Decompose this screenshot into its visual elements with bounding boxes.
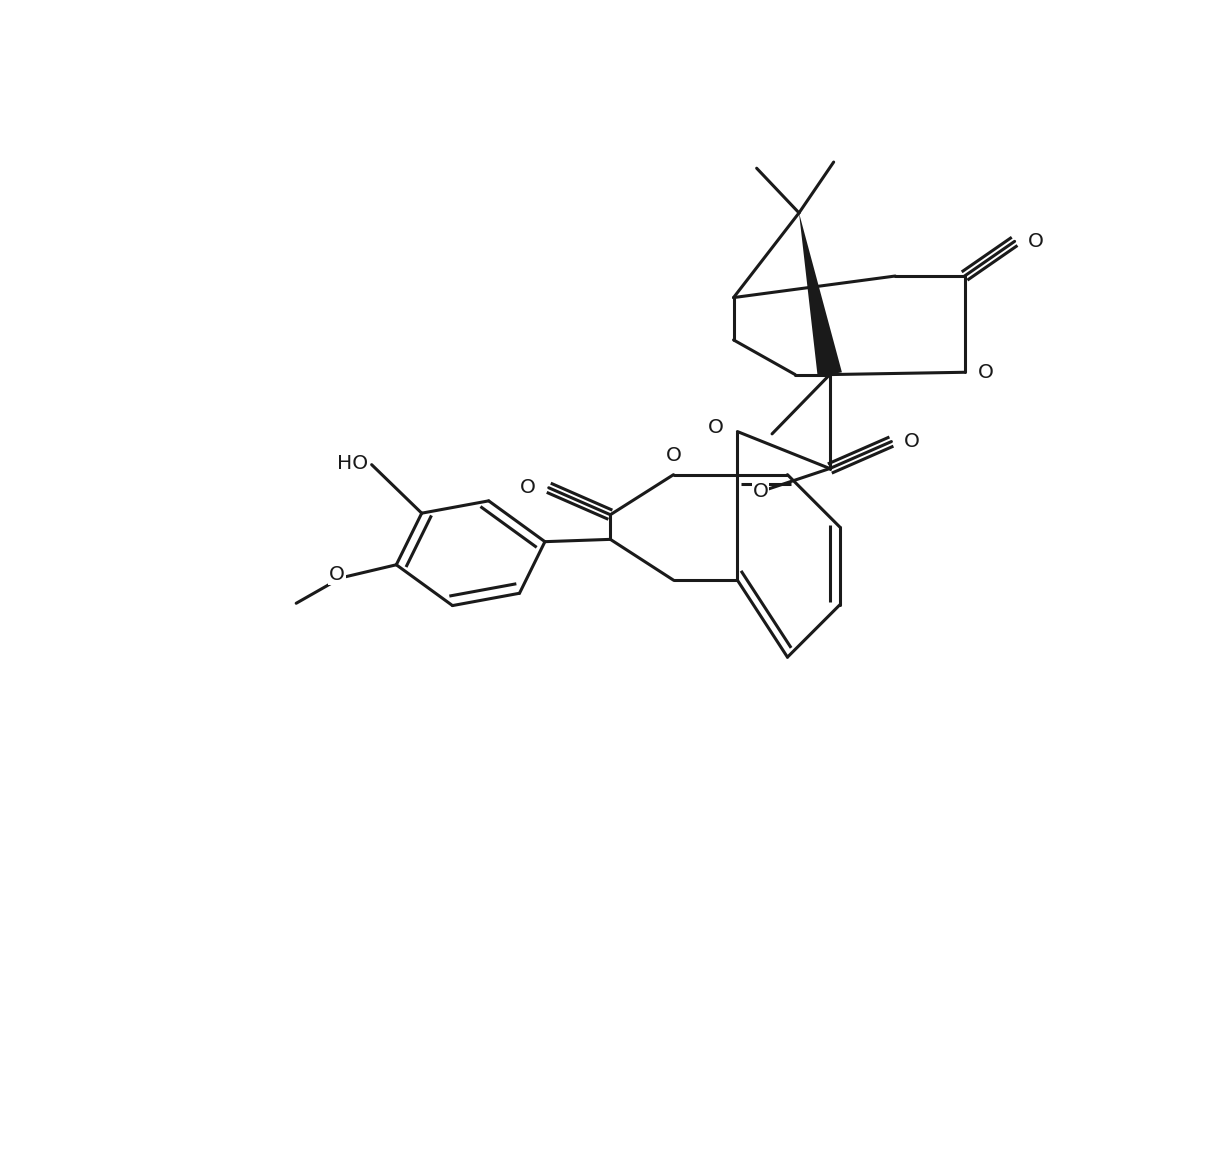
Text: O: O — [1027, 232, 1043, 251]
Text: O: O — [707, 418, 723, 438]
Text: HO: HO — [337, 454, 367, 472]
Text: O: O — [666, 446, 682, 464]
Text: O: O — [905, 432, 920, 452]
Text: O: O — [329, 564, 345, 584]
Text: O: O — [978, 362, 994, 382]
Text: O: O — [753, 482, 769, 501]
Polygon shape — [799, 213, 842, 376]
Text: O: O — [520, 478, 536, 497]
